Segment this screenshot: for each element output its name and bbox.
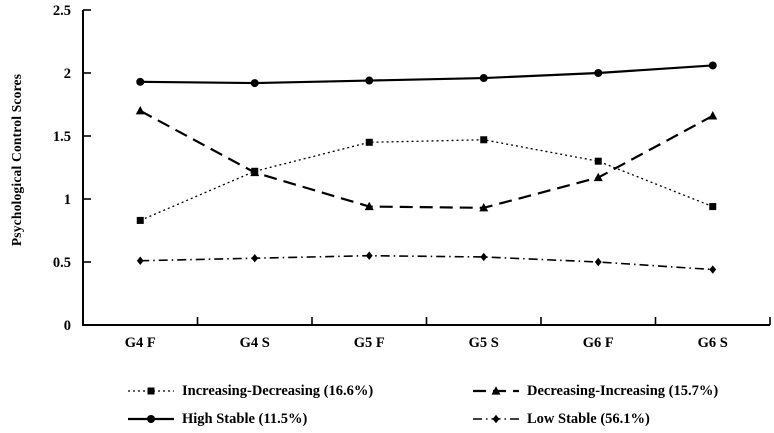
legend-label: Decreasing-Increasing (15.7%): [527, 382, 719, 399]
y-tick-label: 0: [64, 318, 71, 334]
series-marker-decreasing-increasing: [479, 203, 489, 212]
legend-label: Increasing-Decreasing (16.6%): [182, 382, 374, 399]
series-line-high-stable: [140, 64, 713, 85]
series-line-increasing-decreasing: [139, 139, 713, 222]
series-marker-decreasing-increasing: [135, 106, 145, 115]
legend-sample-increasing-decreasing-icon: [128, 387, 174, 395]
series-marker-low-stable: [136, 256, 144, 265]
series-marker-high-stable: [479, 74, 488, 83]
series-marker-increasing-decreasing: [709, 203, 717, 211]
series-line-low-stable: [140, 254, 713, 271]
legend-sample-decreasing-increasing-icon: [473, 386, 519, 395]
legend-sample-low-stable-icon: [473, 414, 519, 424]
series-marker-high-stable: [708, 61, 717, 70]
legend-sample-high-stable-icon: [128, 415, 174, 423]
legend-item-high-stable: High Stable (11.5%): [128, 411, 473, 428]
y-tick-label: 0.5: [53, 255, 71, 271]
series-marker-low-stable: [709, 265, 717, 274]
series-marker-low-stable: [365, 251, 373, 260]
series-marker-high-stable: [136, 77, 145, 86]
series-marker-low-stable: [251, 254, 259, 263]
x-tick-label: G5 F: [354, 335, 385, 351]
series-marker-increasing-decreasing: [594, 157, 602, 165]
legend-item-low-stable: Low Stable (56.1%): [473, 411, 718, 428]
series-line-decreasing-increasing: [139, 109, 714, 209]
series-marker-low-stable: [480, 252, 488, 262]
series-marker-high-stable: [250, 79, 259, 88]
series-marker-low-stable: [594, 257, 602, 267]
series-marker-increasing-decreasing: [365, 138, 373, 146]
y-tick-label: 1: [64, 192, 71, 208]
legend-marker-low-stable: [492, 414, 500, 424]
chart-legend: Increasing-Decreasing (16.6%) Decreasing…: [128, 377, 718, 433]
line-chart-canvas: 0 0.5 1 1.5 2 2.5 G4 F G4 S G5 F G5 S G6 F G6 S: [53, 3, 771, 351]
legend-marker-decreasing-increasing: [491, 386, 501, 395]
y-tick-label: 1.5: [53, 129, 71, 145]
legend-label: Low Stable (56.1%): [527, 410, 650, 427]
y-tick-label: 2: [64, 66, 71, 82]
series-marker-decreasing-increasing: [708, 111, 718, 120]
series-marker-increasing-decreasing: [136, 216, 144, 224]
series-marker-high-stable: [594, 69, 603, 77]
y-axis-title: Psychological Control Scores: [9, 73, 24, 247]
legend-item-decreasing-increasing: Decreasing-Increasing (15.7%): [473, 383, 718, 400]
x-tick-label: G6 F: [583, 335, 614, 351]
series-marker-decreasing-increasing: [593, 172, 603, 182]
legend-item-increasing-decreasing: Increasing-Decreasing (16.6%): [128, 383, 473, 400]
x-tick-label: G5 S: [469, 335, 499, 351]
series-marker-high-stable: [365, 76, 374, 85]
series-marker-increasing-decreasing: [480, 136, 488, 144]
series-marker-decreasing-increasing: [364, 201, 374, 211]
x-tick-label: G4 F: [125, 335, 156, 351]
legend-label: High Stable (11.5%): [182, 410, 308, 427]
y-tick-label: 2.5: [53, 3, 71, 19]
legend-marker-high-stable: [147, 415, 155, 423]
series-marker-decreasing-increasing: [250, 167, 260, 177]
legend-marker-increasing-decreasing: [147, 387, 155, 395]
x-tick-label: G4 S: [240, 335, 270, 351]
x-tick-label: G6 S: [698, 335, 728, 351]
